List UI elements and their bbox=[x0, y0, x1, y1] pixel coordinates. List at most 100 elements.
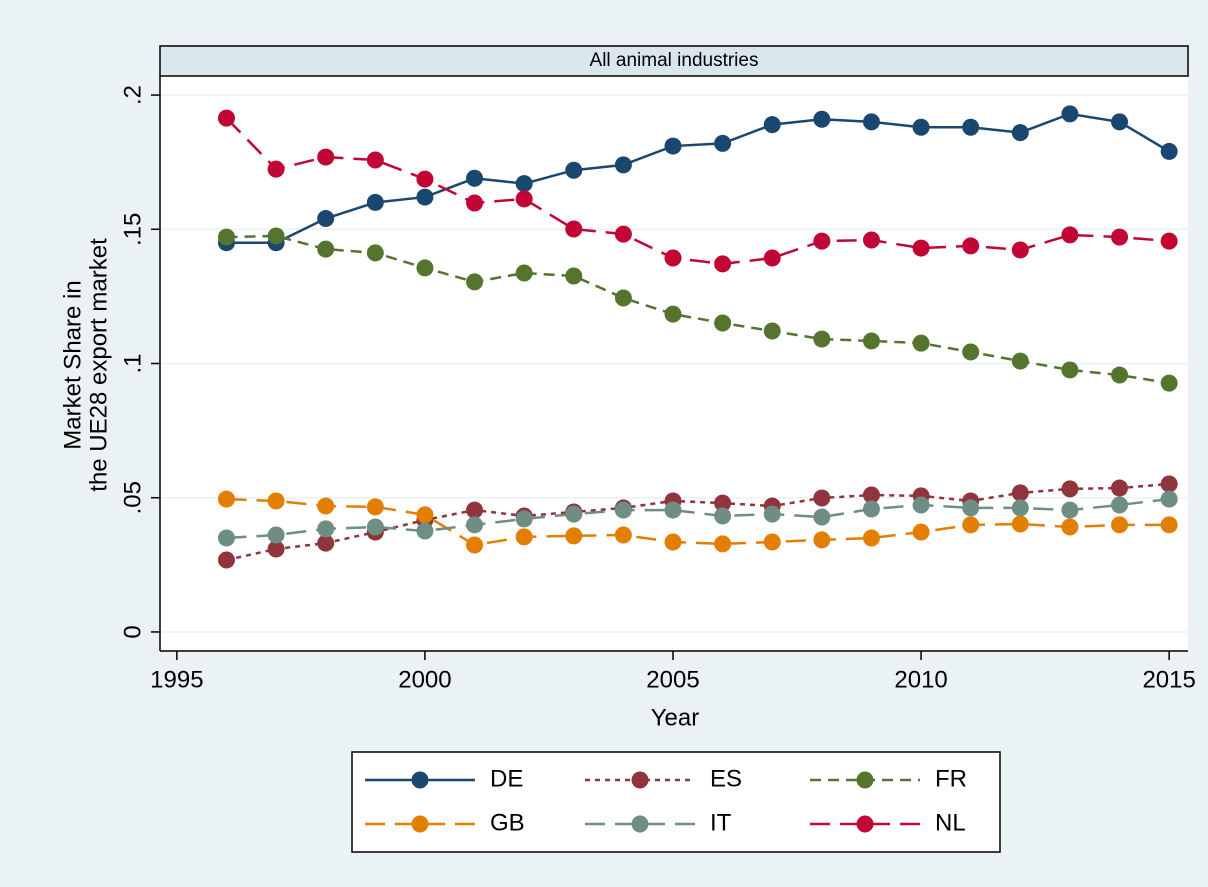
data-point bbox=[515, 264, 533, 282]
data-point bbox=[1111, 366, 1129, 384]
legend-label: IT bbox=[710, 809, 732, 836]
data-point bbox=[962, 237, 980, 255]
y-axis-title: Market Share in bbox=[59, 280, 86, 449]
data-point bbox=[366, 193, 384, 211]
y-tick-label: 0 bbox=[119, 625, 146, 638]
panel-title: All animal industries bbox=[590, 50, 759, 71]
data-point bbox=[565, 161, 583, 179]
data-point bbox=[813, 489, 831, 507]
data-point bbox=[1160, 516, 1178, 534]
data-point bbox=[912, 239, 930, 257]
data-point bbox=[515, 190, 533, 208]
data-point bbox=[466, 169, 484, 187]
x-tick-label: 2015 bbox=[1142, 666, 1195, 693]
data-point bbox=[614, 225, 632, 243]
data-point bbox=[714, 134, 732, 152]
data-point bbox=[416, 259, 434, 277]
y-tick-label: .1 bbox=[119, 353, 146, 373]
legend-label: DE bbox=[490, 765, 523, 792]
data-point bbox=[1111, 516, 1129, 534]
data-point bbox=[1011, 241, 1029, 259]
data-point bbox=[664, 533, 682, 551]
x-tick-label: 2005 bbox=[646, 666, 699, 693]
data-point bbox=[366, 244, 384, 262]
data-point bbox=[664, 305, 682, 323]
data-point bbox=[267, 227, 285, 245]
data-point bbox=[614, 501, 632, 519]
data-point bbox=[813, 531, 831, 549]
data-point bbox=[1160, 475, 1178, 493]
data-point bbox=[862, 231, 880, 249]
x-tick-label: 2010 bbox=[894, 666, 947, 693]
data-point bbox=[912, 496, 930, 514]
data-point bbox=[1061, 361, 1079, 379]
data-point bbox=[366, 151, 384, 169]
data-point bbox=[267, 526, 285, 544]
data-point bbox=[763, 116, 781, 134]
data-point bbox=[1111, 496, 1129, 514]
data-point bbox=[267, 540, 285, 558]
data-point bbox=[862, 113, 880, 131]
data-point bbox=[763, 533, 781, 551]
data-point bbox=[614, 289, 632, 307]
legend-label: NL bbox=[935, 809, 966, 836]
data-point bbox=[862, 486, 880, 504]
data-point bbox=[217, 109, 235, 127]
data-point bbox=[614, 156, 632, 174]
data-point bbox=[1160, 142, 1178, 160]
data-point bbox=[366, 518, 384, 536]
data-point bbox=[664, 249, 682, 267]
data-point bbox=[217, 529, 235, 547]
data-point bbox=[1111, 479, 1129, 497]
data-point bbox=[1111, 113, 1129, 131]
x-tick-label: 1995 bbox=[150, 666, 203, 693]
data-point bbox=[714, 314, 732, 332]
data-point bbox=[565, 527, 583, 545]
data-point bbox=[1061, 501, 1079, 519]
legend-label: GB bbox=[490, 809, 525, 836]
data-point bbox=[317, 240, 335, 258]
y-tick-label: .15 bbox=[119, 213, 146, 246]
data-point bbox=[813, 508, 831, 526]
data-point bbox=[416, 522, 434, 540]
legend-marker bbox=[631, 815, 649, 833]
legend-label: FR bbox=[935, 765, 967, 792]
data-point bbox=[1011, 484, 1029, 502]
data-point bbox=[912, 334, 930, 352]
data-point bbox=[466, 516, 484, 534]
data-point bbox=[565, 267, 583, 285]
data-point bbox=[664, 501, 682, 519]
data-point bbox=[912, 523, 930, 541]
data-point bbox=[1160, 374, 1178, 392]
data-point bbox=[1061, 480, 1079, 498]
data-point bbox=[813, 330, 831, 348]
series-line bbox=[225, 117, 1170, 266]
legend-marker bbox=[856, 771, 874, 789]
data-point bbox=[565, 505, 583, 523]
data-point bbox=[962, 499, 980, 517]
data-point bbox=[466, 536, 484, 554]
data-point bbox=[1061, 105, 1079, 123]
data-point bbox=[1011, 499, 1029, 517]
data-point bbox=[1061, 226, 1079, 244]
data-point bbox=[1011, 124, 1029, 142]
data-point bbox=[714, 507, 732, 525]
data-point bbox=[317, 148, 335, 166]
y-tick-label: .2 bbox=[119, 85, 146, 105]
data-point bbox=[565, 220, 583, 238]
y-axis-title: the UE28 export market bbox=[85, 238, 112, 492]
data-point bbox=[763, 322, 781, 340]
legend bbox=[351, 751, 1001, 853]
legend-label: ES bbox=[710, 765, 742, 792]
data-point bbox=[217, 490, 235, 508]
data-point bbox=[267, 492, 285, 510]
legend-marker bbox=[411, 815, 429, 833]
data-point bbox=[862, 529, 880, 547]
data-point bbox=[862, 500, 880, 518]
legend-marker bbox=[856, 815, 874, 833]
data-point bbox=[664, 137, 682, 155]
data-point bbox=[317, 497, 335, 515]
data-point bbox=[217, 551, 235, 569]
